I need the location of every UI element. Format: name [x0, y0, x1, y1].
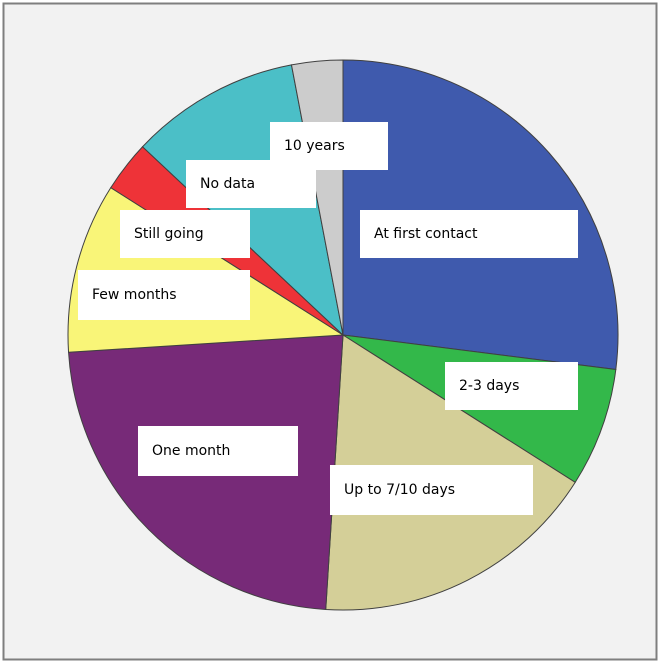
- label-box: [445, 362, 578, 410]
- label-box: [330, 465, 533, 515]
- slice-label: Up to 7/10 days: [344, 482, 455, 498]
- slice-label: 10 years: [284, 138, 345, 154]
- label-box: [270, 122, 388, 170]
- slice-label: 2-3 days: [459, 378, 519, 394]
- slice-label: One month: [152, 443, 230, 459]
- label-box: [360, 210, 578, 258]
- label-box: [78, 270, 250, 320]
- slice-label: Few months: [92, 287, 177, 303]
- slice-label: Still going: [134, 226, 204, 242]
- slice-label: No data: [200, 176, 255, 192]
- slice-label: At first contact: [374, 226, 478, 242]
- label-box: [138, 426, 298, 476]
- label-box: [120, 210, 250, 258]
